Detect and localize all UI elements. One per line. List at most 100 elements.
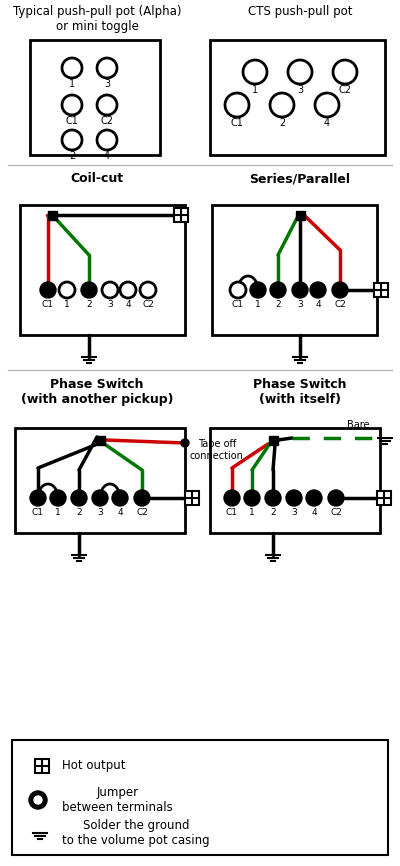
- Text: Phase Switch
(with another pickup): Phase Switch (with another pickup): [21, 378, 173, 406]
- Circle shape: [225, 93, 249, 117]
- Bar: [268, 436, 278, 444]
- Bar: [12, 740, 388, 855]
- Circle shape: [265, 490, 281, 506]
- Text: Typical push-pull pot (Alpha)
or mini toggle: Typical push-pull pot (Alpha) or mini to…: [13, 5, 181, 33]
- Text: C1: C1: [42, 300, 54, 309]
- Circle shape: [230, 282, 246, 298]
- Bar: [296, 210, 304, 219]
- Text: CTS push-pull pot: CTS push-pull pot: [248, 5, 352, 18]
- Circle shape: [29, 791, 47, 809]
- Text: 3: 3: [297, 85, 303, 95]
- Text: C1: C1: [226, 508, 238, 517]
- Circle shape: [292, 282, 308, 298]
- Text: 2: 2: [76, 508, 82, 517]
- Circle shape: [120, 282, 136, 298]
- Circle shape: [81, 282, 97, 298]
- Bar: [48, 210, 56, 219]
- Bar: [30, 40, 160, 155]
- Circle shape: [62, 58, 82, 78]
- Circle shape: [243, 60, 267, 84]
- Text: 1: 1: [64, 300, 70, 309]
- Circle shape: [332, 282, 348, 298]
- Text: 1: 1: [249, 508, 255, 517]
- Text: C2: C2: [334, 300, 346, 309]
- Text: 3: 3: [97, 508, 103, 517]
- Text: 4: 4: [311, 508, 317, 517]
- Text: 4: 4: [125, 300, 131, 309]
- Text: Phase Switch
(with itself): Phase Switch (with itself): [253, 378, 347, 406]
- Circle shape: [97, 130, 117, 150]
- Circle shape: [62, 95, 82, 115]
- Text: Tape off
connection: Tape off connection: [190, 439, 244, 461]
- Text: C2: C2: [330, 508, 342, 517]
- Circle shape: [288, 60, 312, 84]
- Text: 2: 2: [270, 508, 276, 517]
- Circle shape: [112, 490, 128, 506]
- Bar: [377, 491, 391, 505]
- Circle shape: [270, 93, 294, 117]
- Text: Solder the ground
to the volume pot casing: Solder the ground to the volume pot casi…: [62, 819, 210, 847]
- Text: 2: 2: [86, 300, 92, 309]
- Text: C2: C2: [100, 116, 114, 126]
- Text: 4: 4: [315, 300, 321, 309]
- Circle shape: [310, 282, 326, 298]
- Text: C2: C2: [338, 85, 352, 95]
- Text: C1: C1: [32, 508, 44, 517]
- Circle shape: [328, 490, 344, 506]
- Text: Series/Parallel: Series/Parallel: [250, 172, 350, 185]
- Bar: [174, 208, 188, 222]
- Text: C2: C2: [142, 300, 154, 309]
- Bar: [96, 436, 104, 444]
- Text: 3: 3: [104, 79, 110, 89]
- Circle shape: [71, 490, 87, 506]
- Circle shape: [34, 796, 42, 804]
- Text: C1: C1: [66, 116, 78, 126]
- Circle shape: [140, 282, 156, 298]
- Text: 4: 4: [324, 118, 330, 128]
- Bar: [15, 428, 185, 533]
- Text: Jumper
between terminals: Jumper between terminals: [62, 786, 173, 814]
- Text: 1: 1: [255, 300, 261, 309]
- Text: 2: 2: [69, 151, 75, 161]
- Circle shape: [97, 95, 117, 115]
- Text: 1: 1: [55, 508, 61, 517]
- Circle shape: [181, 439, 189, 447]
- Text: Coil-cut: Coil-cut: [70, 172, 124, 185]
- Bar: [35, 759, 49, 773]
- Text: 2: 2: [279, 118, 285, 128]
- Bar: [20, 205, 185, 335]
- Bar: [212, 205, 377, 335]
- Text: 4: 4: [117, 508, 123, 517]
- Circle shape: [50, 490, 66, 506]
- Circle shape: [224, 490, 240, 506]
- Bar: [374, 283, 388, 297]
- Circle shape: [315, 93, 339, 117]
- Text: Bare: Bare: [347, 420, 369, 430]
- Text: C2: C2: [136, 508, 148, 517]
- Circle shape: [40, 282, 56, 298]
- Circle shape: [30, 490, 46, 506]
- Text: 3: 3: [291, 508, 297, 517]
- Text: C1: C1: [232, 300, 244, 309]
- Circle shape: [59, 282, 75, 298]
- Circle shape: [62, 130, 82, 150]
- Circle shape: [230, 282, 246, 298]
- Bar: [185, 491, 199, 505]
- Circle shape: [333, 60, 357, 84]
- Text: 4: 4: [104, 151, 110, 161]
- Text: 1: 1: [252, 85, 258, 95]
- Circle shape: [250, 282, 266, 298]
- Bar: [210, 40, 385, 155]
- Text: C1: C1: [230, 118, 244, 128]
- Text: 3: 3: [107, 300, 113, 309]
- Circle shape: [102, 282, 118, 298]
- Text: 1: 1: [69, 79, 75, 89]
- Circle shape: [286, 490, 302, 506]
- Circle shape: [244, 490, 260, 506]
- Text: 2: 2: [275, 300, 281, 309]
- Circle shape: [270, 282, 286, 298]
- Circle shape: [306, 490, 322, 506]
- Circle shape: [92, 490, 108, 506]
- Text: Hot output: Hot output: [62, 759, 126, 772]
- Circle shape: [134, 490, 150, 506]
